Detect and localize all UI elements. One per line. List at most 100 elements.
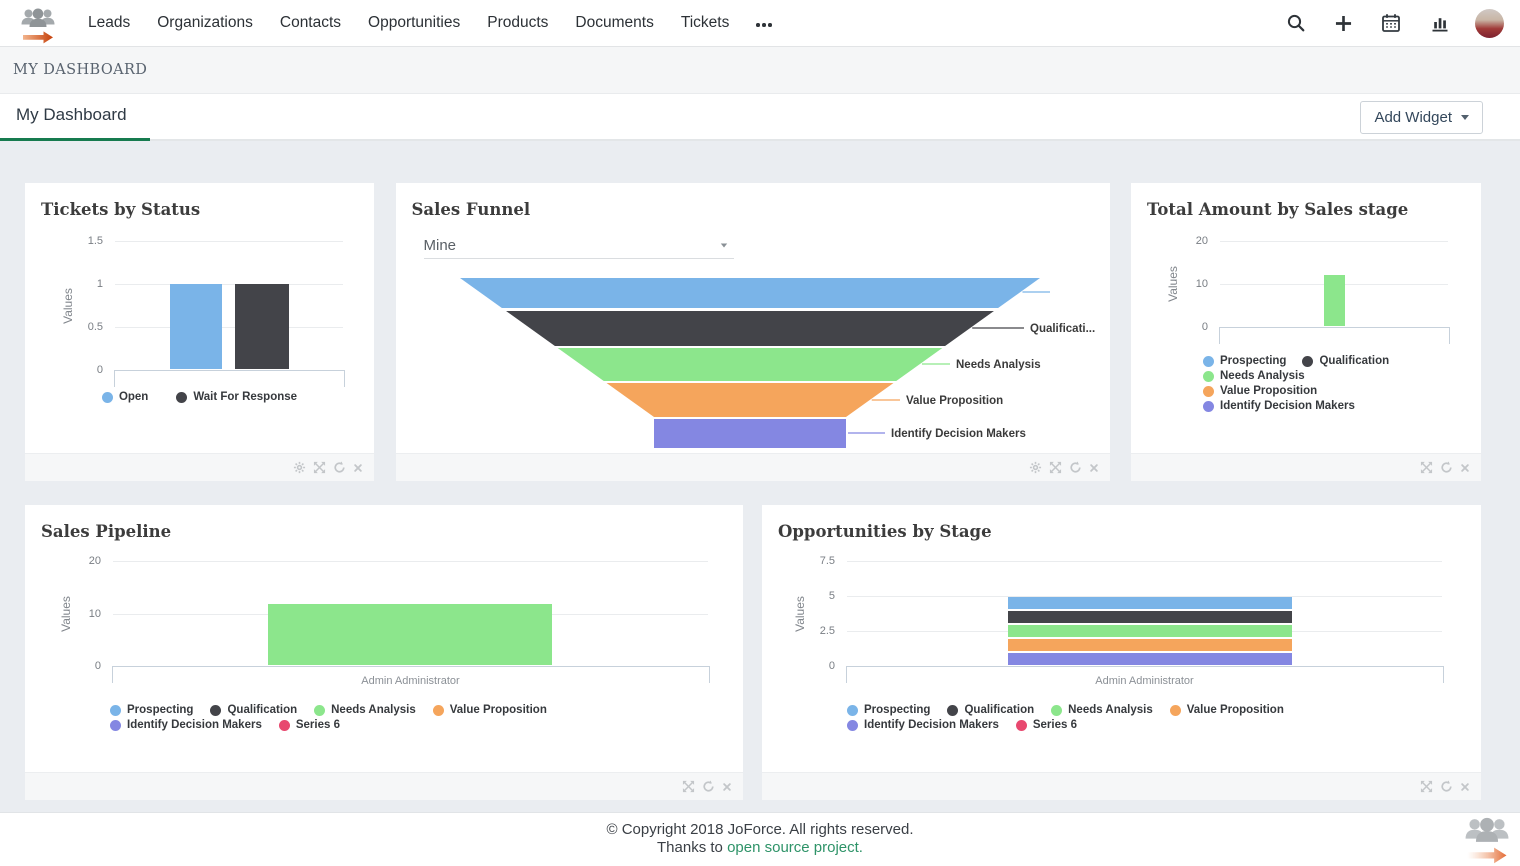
funnel-neck [653, 419, 846, 448]
svg-text:Value Proposition: Value Proposition [906, 395, 1003, 407]
y-tick-label: 10 [1195, 278, 1208, 290]
legend-row: Identify Decision Makers Series 6 [847, 718, 1284, 733]
maximize-icon[interactable] [682, 780, 695, 793]
reports-icon[interactable] [1430, 13, 1450, 33]
axis-end-tick [1219, 327, 1220, 344]
user-avatar[interactable] [1475, 8, 1504, 38]
y-tick-label: 0 [96, 364, 103, 376]
legend-swatch [1015, 720, 1027, 731]
legend-label: Identify Decision Makers [864, 719, 999, 731]
chart-legend: Open Wait For Response [25, 390, 374, 405]
chart-legend: Prospecting Qualification Needs Analysis Va… [847, 703, 1284, 733]
legend-swatch [847, 720, 858, 731]
add-widget-button[interactable]: Add Widget [1360, 101, 1483, 134]
calendar-icon[interactable] [1381, 13, 1401, 33]
nav-item-documents[interactable]: Documents [575, 14, 654, 31]
close-icon[interactable] [1460, 463, 1470, 473]
legend-swatch [176, 392, 188, 403]
legend-row: Needs Analysis [1203, 369, 1389, 384]
close-icon[interactable] [722, 782, 732, 792]
funnel-owner-select[interactable]: Mine [423, 233, 734, 259]
gridline [113, 561, 708, 562]
nav-item-tickets[interactable]: Tickets [680, 14, 730, 31]
y-tick-label: 0 [828, 660, 835, 672]
nav-item-products[interactable]: Products [487, 14, 549, 31]
thanks-text: Thanks to [657, 839, 723, 856]
legend-label: Open [118, 391, 149, 403]
x-category-label: Admin Administrator [1095, 675, 1194, 687]
tab-my-dashboard[interactable]: My Dashboard [16, 105, 127, 124]
funnel-stage [606, 383, 893, 417]
joforce-logo[interactable] [18, 3, 58, 45]
widget-title: Total Amount by Sales stage [1147, 200, 1409, 219]
maximize-icon[interactable] [1049, 461, 1062, 474]
widget-footer [25, 453, 374, 481]
search-icon[interactable] [1286, 13, 1306, 33]
sales-funnel-chart: Qualificati... Needs Analysis Value Propos… [420, 276, 1100, 456]
axis-end-tick [709, 666, 710, 683]
maximize-icon[interactable] [1420, 780, 1433, 793]
axis-end-tick [112, 666, 113, 683]
y-axis-title: Values [1166, 266, 1180, 302]
legend-label: Prospecting [864, 704, 931, 716]
stack-segment-needs-analysis [1008, 625, 1292, 637]
legend-swatch [432, 705, 444, 716]
refresh-icon[interactable] [1069, 461, 1082, 474]
legend-label: Value Proposition [1220, 385, 1318, 397]
svg-text:Needs Analysis: Needs Analysis [956, 359, 1041, 371]
y-tick-label: 0 [94, 660, 101, 672]
y-tick-label: 0.5 [87, 321, 103, 333]
widget-title: Opportunities by Stage [778, 522, 992, 541]
funnel-stage [557, 348, 942, 381]
bar-wait-for-response [235, 284, 289, 369]
nav-item-leads[interactable]: Leads [88, 14, 131, 31]
dashboard-content: Tickets by Status 0 0.5 1 1.5 Values Open Wait… [0, 141, 1520, 812]
maximize-icon[interactable] [313, 461, 326, 474]
gridline [847, 561, 1442, 562]
legend-label: Identify Decision Makers [1220, 400, 1355, 412]
stack-segment-identify-decision-makers [1008, 653, 1292, 665]
refresh-icon[interactable] [1440, 461, 1453, 474]
refresh-icon[interactable] [1440, 780, 1453, 793]
close-icon[interactable] [1089, 463, 1099, 473]
settings-icon[interactable] [1029, 461, 1042, 474]
y-tick-label: 1.5 [87, 235, 103, 247]
widget-title: Tickets by Status [41, 200, 201, 219]
x-axis-line [1219, 327, 1449, 328]
open-source-link[interactable]: open source project. [727, 839, 863, 856]
refresh-icon[interactable] [333, 461, 346, 474]
legend-swatch [110, 705, 121, 716]
legend-swatch [101, 392, 113, 403]
refresh-icon[interactable] [702, 780, 715, 793]
maximize-icon[interactable] [1420, 461, 1433, 474]
legend-label: Value Proposition [449, 704, 547, 716]
more-modules-icon[interactable] [756, 23, 772, 27]
chart-legend: Prospecting Qualification Needs Analysis Va… [110, 703, 547, 733]
nav-item-contacts[interactable]: Contacts [279, 14, 342, 31]
legend-item: Value Proposition [1169, 703, 1284, 718]
close-icon[interactable] [1460, 782, 1470, 792]
legend-label: Needs Analysis [1220, 370, 1305, 382]
breadcrumb-bar: MY DASHBOARD [0, 47, 1520, 94]
funnel-stage [505, 311, 994, 346]
legend-item: Prospecting [110, 703, 193, 718]
dashboard-tabbar: My Dashboard Add Widget [0, 94, 1520, 141]
axis-end-tick [114, 370, 115, 387]
nav-item-opportunities[interactable]: Opportunities [368, 14, 461, 31]
x-axis-line [114, 370, 344, 371]
gridline [115, 327, 343, 328]
gridline [115, 241, 343, 242]
legend-swatch [110, 720, 121, 731]
widget-footer [395, 453, 1110, 481]
axis-end-tick [1449, 327, 1450, 344]
legend-item: Identify Decision Makers [110, 718, 262, 733]
quick-create-icon[interactable] [1335, 15, 1352, 32]
legend-item: Needs Analysis [314, 703, 416, 718]
chevron-down-icon [1461, 115, 1469, 120]
tabbar-divider [0, 139, 1520, 141]
nav-item-organizations[interactable]: Organizations [157, 14, 253, 31]
settings-icon[interactable] [293, 461, 306, 474]
legend-swatch [1051, 705, 1063, 716]
close-icon[interactable] [353, 463, 363, 473]
legend-swatch [314, 705, 326, 716]
